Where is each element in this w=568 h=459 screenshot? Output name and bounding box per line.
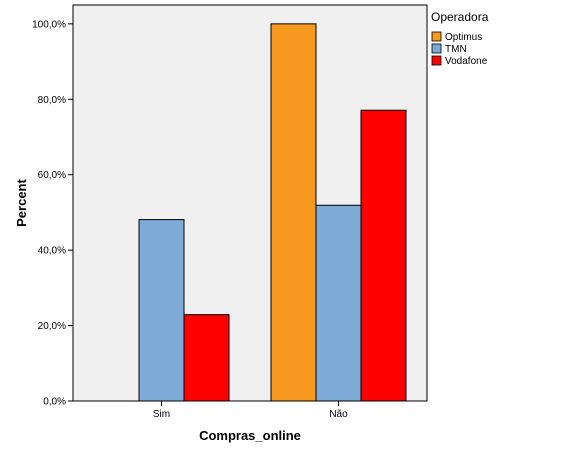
y-tick-label: 0,0% — [43, 397, 66, 408]
legend-swatch-tmn — [431, 43, 442, 54]
legend-label-vodafone: Vodafone — [445, 56, 488, 67]
bar-optimus-1 — [270, 23, 317, 402]
legend-swatch-vodafone — [431, 55, 442, 66]
y-axis-ticks: 0,0% 20,0% 40,0% 60,0% 80,0% 100,0% — [32, 19, 73, 408]
y-tick-label: 40,0% — [38, 246, 66, 257]
bar-tmn-0 — [138, 219, 185, 402]
y-tick-label: 60,0% — [38, 170, 66, 181]
legend-title: Operadora — [431, 10, 489, 24]
bar-vodafone-1 — [360, 109, 407, 402]
x-tick-label: Não — [329, 409, 348, 420]
bar-vodafone-0 — [183, 314, 230, 402]
y-tick-label: 100,0% — [32, 19, 66, 30]
legend-label-optimus: Optimus — [445, 32, 482, 43]
x-axis-ticks: Sim Não — [153, 401, 348, 420]
legend-label-tmn: TMN — [445, 44, 467, 55]
y-tick-label: 20,0% — [38, 321, 66, 332]
bar-tmn-1 — [315, 204, 362, 402]
y-tick-label: 80,0% — [38, 95, 66, 106]
x-axis-title: Compras_online — [199, 428, 301, 443]
bars-group — [138, 23, 407, 402]
legend-swatch-optimus — [431, 31, 442, 42]
x-tick-label: Sim — [153, 409, 170, 420]
y-axis-title: Percent — [14, 178, 29, 226]
